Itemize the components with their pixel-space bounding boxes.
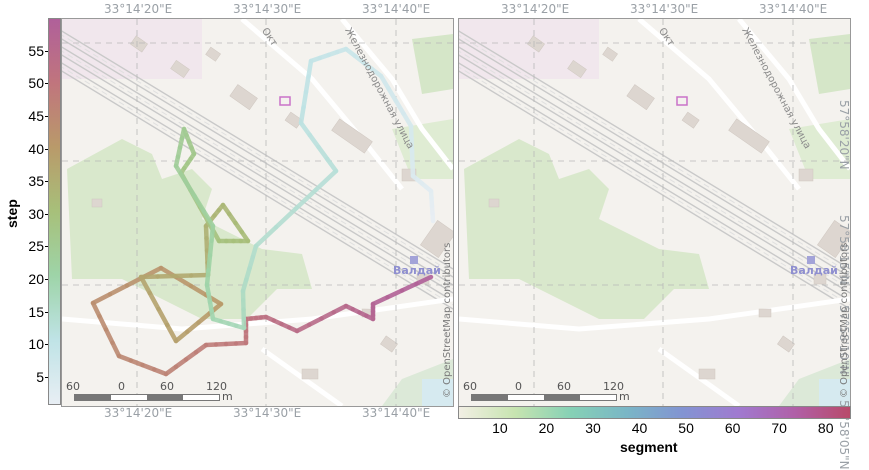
track-step-segment <box>301 108 304 124</box>
attribution: © OpenStreetMap contributors <box>839 243 850 398</box>
step-tick-label: 15 <box>28 304 44 320</box>
step-tick-mark <box>45 312 48 313</box>
segment-tick-label: 20 <box>536 420 556 436</box>
track-step-segment <box>93 294 110 303</box>
attribution: © OpenStreetMap contributors <box>442 243 453 398</box>
top-lon-label: 33°14'30"E <box>233 2 301 16</box>
bottom-lon-label: 33°14'40"E <box>362 406 430 420</box>
track-step-segment <box>159 309 168 325</box>
step-tick-label: 35 <box>28 173 44 189</box>
scale-unit: m <box>222 390 233 403</box>
scale-label: 0 <box>515 380 522 393</box>
segment-colorbar <box>458 406 851 419</box>
track-step-segment <box>304 92 307 108</box>
scale-bar: 60 0 60 120 m <box>459 378 634 404</box>
step-tick-label: 30 <box>28 206 44 222</box>
step-tick-label: 5 <box>36 369 44 385</box>
step-tick-mark <box>45 51 48 52</box>
step-tick-label: 55 <box>28 43 44 59</box>
scale-unit: m <box>619 390 630 403</box>
step-tick-mark <box>45 149 48 150</box>
top-lon-label: 33°14'30"E <box>630 2 698 16</box>
step-tick-mark <box>45 279 48 280</box>
right-map-panel[interactable] <box>458 18 851 407</box>
track-step-segment <box>296 190 316 209</box>
track-step-segment <box>433 214 434 222</box>
track-step-segment <box>417 277 432 284</box>
segment-tick-label: 80 <box>816 420 836 436</box>
track-step-segment <box>176 277 191 286</box>
left-map-panel[interactable] <box>61 18 454 407</box>
step-tick-mark <box>45 377 48 378</box>
step-tick-mark <box>45 246 48 247</box>
step-tick-mark <box>45 116 48 117</box>
town-label: Валдай <box>790 264 838 277</box>
step-tick-mark <box>45 214 48 215</box>
right-lat-label: 57°58'20"N <box>837 100 851 170</box>
track-step-segment <box>388 291 403 298</box>
scale-bar: 60 0 60 120 m <box>62 378 237 404</box>
track-step-segment <box>276 209 296 228</box>
track-step-segment <box>158 276 175 277</box>
segment-tick-label: 40 <box>630 420 650 436</box>
step-tick-mark <box>45 344 48 345</box>
top-lon-label: 33°14'40"E <box>362 2 430 16</box>
track-step-segment <box>306 77 309 93</box>
track-step-segment <box>175 276 192 277</box>
segment-tick-label: 30 <box>583 420 603 436</box>
step-tick-label: 25 <box>28 238 44 254</box>
segment-tick-label: 70 <box>769 420 789 436</box>
track-step-segment <box>316 171 336 190</box>
track-step-segment <box>191 275 208 276</box>
track-step-segment <box>185 181 194 196</box>
scale-label: 60 <box>160 380 174 393</box>
top-lon-label: 33°14'40"E <box>759 2 827 16</box>
scale-bar-graphic <box>471 394 617 401</box>
step-colorbar-label: step <box>4 199 20 228</box>
track-step-segment <box>167 325 176 341</box>
bottom-lon-label: 33°14'20"E <box>104 406 172 420</box>
top-lon-label: 33°14'20"E <box>104 2 172 16</box>
top-lon-label: 33°14'20"E <box>501 2 569 16</box>
step-tick-mark <box>45 83 48 84</box>
segment-colorbar-label: segment <box>620 439 678 455</box>
track-step-segment <box>402 284 417 291</box>
town-label: Валдай <box>393 264 441 277</box>
segment-tick-label: 50 <box>676 420 696 436</box>
scale-label: 60 <box>557 380 571 393</box>
step-tick-label: 50 <box>28 75 44 91</box>
segment-tick-label: 60 <box>723 420 743 436</box>
track-step-segment <box>141 277 150 293</box>
step-colorbar <box>48 18 61 405</box>
scale-label: 60 <box>66 380 80 393</box>
step-tick-label: 10 <box>28 336 44 352</box>
scale-label: 60 <box>463 380 477 393</box>
track-step-segment <box>141 277 158 278</box>
step-tick-mark <box>45 181 48 182</box>
track-step-segment <box>110 286 127 295</box>
track-step-segment <box>150 293 159 309</box>
step-tick-label: 45 <box>28 108 44 124</box>
scale-bar-graphic <box>74 394 220 401</box>
step-tick-label: 20 <box>28 271 44 287</box>
track-step-segment <box>191 286 206 295</box>
track-step-segment <box>256 227 276 246</box>
track-step-segment <box>373 297 388 304</box>
segment-tick-label: 10 <box>490 420 510 436</box>
track-step-segment <box>309 61 312 77</box>
bottom-lon-label: 33°14'30"E <box>233 406 301 420</box>
scale-label: 0 <box>118 380 125 393</box>
step-tick-label: 40 <box>28 141 44 157</box>
